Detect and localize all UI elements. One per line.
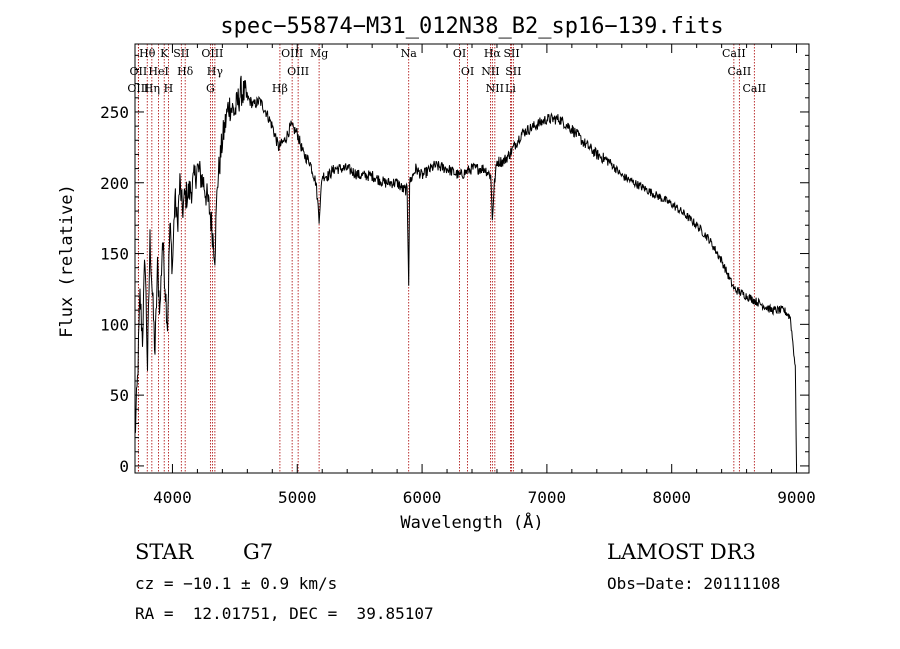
line-marker-label: OI bbox=[461, 65, 474, 78]
object-class: STAR bbox=[135, 540, 194, 564]
y-tick-label: 200 bbox=[100, 174, 129, 193]
line-marker-label: CaII bbox=[722, 47, 746, 60]
line-marker-label: SII bbox=[505, 65, 521, 78]
line-marker-label: HeI bbox=[148, 65, 168, 78]
x-tick-label: 9000 bbox=[777, 488, 816, 507]
line-marker-label: Hθ bbox=[139, 47, 156, 60]
x-tick-label: 8000 bbox=[652, 488, 691, 507]
y-axis: 0 50 100 150 200 250 bbox=[100, 54, 809, 476]
line-marker-label: OIII bbox=[281, 47, 303, 60]
y-tick-label: 150 bbox=[100, 245, 129, 264]
line-marker-label: G bbox=[206, 82, 215, 95]
line-marker-label: Li bbox=[505, 82, 516, 95]
line-marker-label: H bbox=[164, 82, 174, 95]
line-marker-label: OI bbox=[453, 47, 466, 60]
survey-name: LAMOST DR3 bbox=[607, 540, 756, 564]
line-marker-label: Hα bbox=[484, 47, 502, 60]
line-marker-label: SII bbox=[503, 47, 519, 60]
line-marker-label: OIII bbox=[287, 65, 309, 78]
x-tick-label: 5000 bbox=[278, 488, 317, 507]
line-marker-label: CaII bbox=[742, 82, 766, 95]
line-marker-label: OII bbox=[130, 65, 148, 78]
y-tick-label: 0 bbox=[119, 457, 129, 476]
x-axis: 4000 5000 6000 7000 8000 9000 bbox=[153, 44, 816, 507]
x-tick-label: 6000 bbox=[403, 488, 442, 507]
line-marker-label: OIII bbox=[201, 47, 223, 60]
line-marker-label: OIII bbox=[127, 82, 149, 95]
y-tick-label: 250 bbox=[100, 103, 129, 122]
line-marker-label: CaII bbox=[728, 65, 752, 78]
y-tick-label: 50 bbox=[110, 386, 129, 405]
line-marker-label: Hη bbox=[144, 82, 160, 95]
object-subclass: G7 bbox=[243, 540, 274, 564]
y-tick-label: 100 bbox=[100, 315, 129, 334]
line-marker-label: Hδ bbox=[177, 65, 194, 78]
ra-dec-text: RA = 12.01751, DEC = 39.85107 bbox=[135, 604, 434, 623]
line-marker-label: Na bbox=[401, 47, 418, 60]
x-tick-label: 7000 bbox=[528, 488, 567, 507]
x-tick-label: 4000 bbox=[153, 488, 192, 507]
line-marker-label: Mg bbox=[310, 47, 328, 60]
x-axis-label: Wavelength (Å) bbox=[400, 511, 543, 533]
chart-title: spec−55874−M31_012N38_B2_sp16−139.fits bbox=[220, 14, 723, 39]
y-axis-label: Flux (relative) bbox=[57, 184, 77, 338]
line-marker-label: K bbox=[160, 47, 169, 60]
spectrum-line bbox=[134, 75, 797, 466]
emission-line-labels: HθOIIOIIIHηHeIKHSIIHδOIIIHγGOIIIOIIIHβMg… bbox=[127, 47, 766, 95]
redshift-text: cz = −10.1 ± 0.9 km/s bbox=[135, 574, 338, 593]
line-marker-label: NII bbox=[481, 65, 499, 78]
line-marker-label: NII bbox=[486, 82, 504, 95]
obs-date: Obs−Date: 20111108 bbox=[607, 574, 781, 593]
line-marker-label: Hβ bbox=[272, 82, 288, 95]
line-marker-label: SII bbox=[173, 47, 189, 60]
line-marker-label: Hγ bbox=[207, 65, 224, 78]
